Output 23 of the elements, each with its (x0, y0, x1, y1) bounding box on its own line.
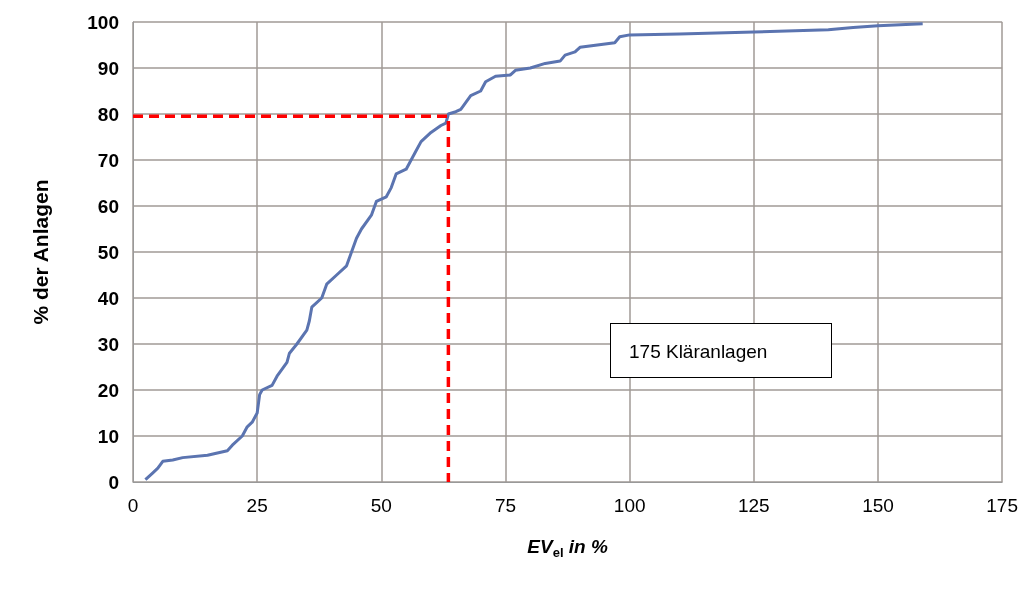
y-tick-label: 100 (87, 11, 119, 33)
x-tick-label: 50 (370, 495, 392, 516)
y-tick-label: 40 (97, 287, 119, 309)
y-tick-label: 90 (97, 57, 119, 79)
note-box: 175 Kläranlagen (610, 323, 832, 378)
x-tick-label: 100 (613, 495, 646, 516)
y-tick-label: 20 (97, 379, 119, 401)
x-tick-label: 175 (986, 495, 1018, 516)
x-tick-label: 75 (494, 495, 517, 516)
x-tick-label: 25 (246, 495, 268, 516)
y-tick-label: 10 (97, 425, 119, 447)
y-tick-label: 30 (97, 333, 119, 355)
annotation: 175 Kläranlagen (629, 341, 768, 362)
y-tick-label: 50 (97, 241, 119, 263)
x-tick-label: 125 (737, 495, 770, 516)
x-tick-label: 0 (127, 495, 139, 516)
y-tick-label: 70 (97, 149, 119, 171)
y-tick-label: 60 (97, 195, 119, 217)
y-axis-title: % der Anlagen (29, 179, 52, 325)
line-series (143, 22, 925, 482)
y-tick-label: 0 (108, 471, 119, 493)
x-tick-label: 150 (862, 495, 894, 516)
y-tick-label: 80 (97, 103, 119, 125)
